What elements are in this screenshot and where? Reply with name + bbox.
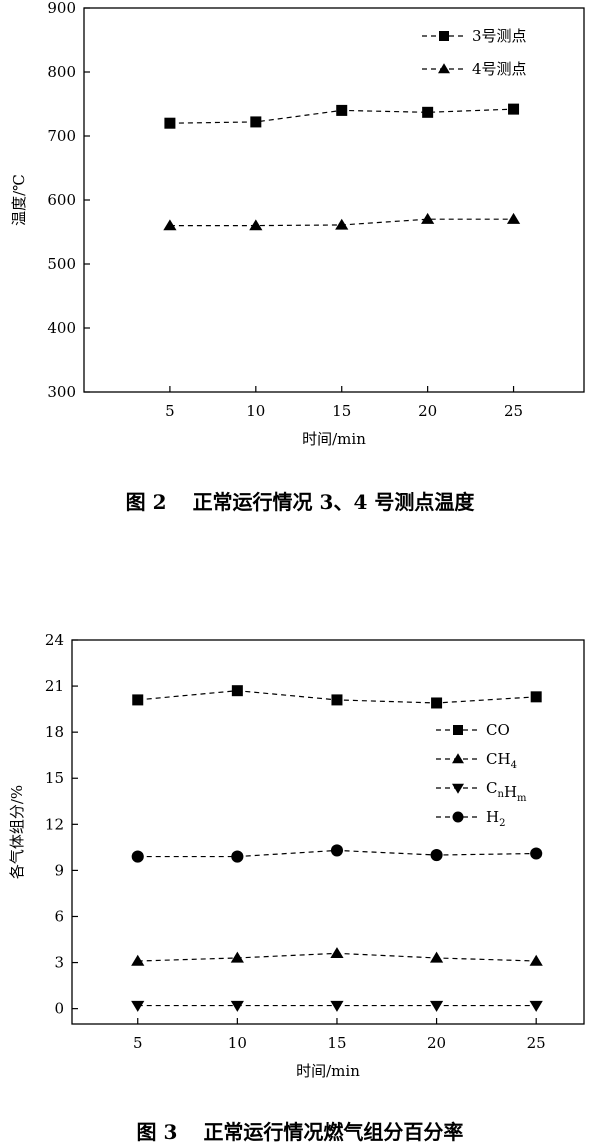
legend-marker xyxy=(453,725,463,735)
data-point-series-4 xyxy=(131,850,144,863)
data-point-series-3 xyxy=(330,1000,344,1012)
caption-figure-number: 图 2 xyxy=(125,490,167,514)
data-point-series-1 xyxy=(231,685,243,697)
y-tick-label: 9 xyxy=(54,861,64,879)
data-point-series-2 xyxy=(163,219,177,231)
legend-label: 3号测点 xyxy=(472,27,527,45)
data-point-series-3 xyxy=(131,1000,145,1012)
data-point-series-1 xyxy=(331,694,343,706)
data-point-series-2 xyxy=(335,218,349,230)
figure-caption-2: 图 2 正常运行情况 3、4 号测点温度 xyxy=(0,486,600,515)
data-point-series-2 xyxy=(529,954,543,966)
data-point-series-2 xyxy=(429,951,444,963)
data-point-series-1 xyxy=(336,104,348,116)
legend-label: CH4 xyxy=(486,750,517,771)
y-tick-label: 600 xyxy=(47,191,76,209)
data-point-series-4 xyxy=(430,848,443,862)
x-tick-label: 15 xyxy=(332,402,351,420)
x-axis-label: 时间/min xyxy=(302,430,366,448)
x-tick-label: 5 xyxy=(165,402,175,420)
y-tick-label: 900 xyxy=(47,0,76,17)
data-point-series-2 xyxy=(230,951,244,963)
legend-marker xyxy=(438,63,450,74)
y-tick-label: 24 xyxy=(45,631,64,649)
data-point-series-4 xyxy=(231,850,244,863)
x-tick-label: 25 xyxy=(504,402,523,420)
y-tick-label: 3 xyxy=(54,954,64,972)
legend-label: CO xyxy=(486,721,510,739)
legend-label: 4号测点 xyxy=(472,60,527,78)
y-tick-label: 21 xyxy=(45,677,64,695)
legend-label: H2 xyxy=(486,808,505,829)
data-point-series-2 xyxy=(506,212,521,224)
x-tick-label: 25 xyxy=(527,1034,546,1052)
data-point-series-1 xyxy=(508,103,520,115)
data-point-series-3 xyxy=(529,1000,543,1012)
x-tick-label: 20 xyxy=(427,1034,446,1052)
chart-temperature: 300 400 500 600 700 800 900 5 10 15 20 25 时间/min 温度/℃… xyxy=(0,0,600,520)
y-tick-label: 6 xyxy=(54,907,64,925)
data-point-series-2 xyxy=(421,212,435,224)
data-point-series-4 xyxy=(330,844,344,857)
x-tick-label: 10 xyxy=(246,402,265,420)
data-point-series-1 xyxy=(250,116,262,128)
data-point-series-1 xyxy=(431,697,443,709)
data-point-series-1 xyxy=(422,106,434,118)
y-axis-label: 温度/℃ xyxy=(10,174,28,226)
legend-marker xyxy=(452,783,464,794)
y-tick-label: 12 xyxy=(45,815,64,833)
y-tick-label: 500 xyxy=(47,255,76,273)
x-tick-label: 10 xyxy=(228,1034,247,1052)
data-point-series-1 xyxy=(164,117,176,129)
data-point-series-1 xyxy=(132,694,144,706)
gas-composition-chart-svg: 0 3 6 9 12 15 18 21 24 5 10 15 20 25 时间/min 各气体组分/% CO CH… xyxy=(8,631,585,1080)
plot-frame xyxy=(71,639,585,1025)
legend-label: CnHm xyxy=(486,779,527,804)
data-point-series-3 xyxy=(429,1000,444,1012)
y-tick-label: 15 xyxy=(45,769,64,787)
data-point-series-2 xyxy=(249,219,263,231)
caption-text: 正常运行情况燃气组分百分率 xyxy=(203,1120,464,1144)
y-tick-label: 18 xyxy=(45,723,64,741)
caption-text: 正常运行情况 3、4 号测点温度 xyxy=(192,490,475,514)
chart-gas-composition: 0 3 6 9 12 15 18 21 24 5 10 15 20 25 时间/min 各气体组分/% CO CH… xyxy=(0,600,600,1144)
y-tick-label: 300 xyxy=(47,383,76,401)
x-tick-label: 15 xyxy=(327,1034,346,1052)
y-axis-label: 各气体组分/% xyxy=(8,785,26,879)
legend-marker xyxy=(452,753,464,764)
data-point-series-2 xyxy=(330,947,344,959)
y-tick-label: 400 xyxy=(47,319,76,337)
temperature-chart-svg: 300 400 500 600 700 800 900 5 10 15 20 25 时间/min 温度/℃… xyxy=(10,0,585,448)
y-tick-label: 700 xyxy=(47,127,76,145)
x-tick-label: 20 xyxy=(418,402,437,420)
legend-marker xyxy=(439,31,449,41)
data-point-series-2 xyxy=(131,954,145,966)
x-tick-label: 5 xyxy=(133,1034,143,1052)
y-tick-label: 800 xyxy=(47,63,76,81)
data-point-series-1 xyxy=(530,691,542,703)
data-point-series-4 xyxy=(530,847,543,860)
figure-caption-3: 图 3 正常运行情况燃气组分百分率 xyxy=(0,1116,600,1145)
legend-marker xyxy=(452,811,464,823)
x-axis-label: 时间/min xyxy=(296,1062,360,1080)
data-point-series-3 xyxy=(230,1000,244,1012)
caption-figure-number: 图 3 xyxy=(136,1120,178,1144)
y-tick-label: 0 xyxy=(54,1000,64,1018)
